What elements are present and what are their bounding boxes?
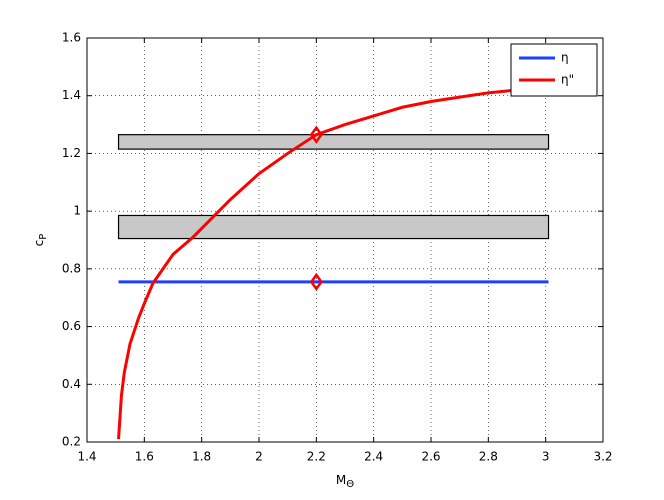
x-tick-label: 2.4 bbox=[364, 450, 383, 464]
y-tick-label: 1.2 bbox=[62, 146, 81, 160]
y-tick-label: 0.8 bbox=[62, 261, 81, 275]
x-axis-label-sub: Θ bbox=[346, 479, 354, 490]
x-tick-label: 2.8 bbox=[479, 450, 498, 464]
y-tick-label: 0.4 bbox=[62, 377, 81, 391]
x-tick-label: 1.8 bbox=[192, 450, 211, 464]
marker bbox=[309, 272, 323, 291]
band bbox=[117, 214, 550, 240]
marker bbox=[309, 125, 323, 144]
x-tick-label: 1.4 bbox=[77, 450, 96, 464]
y-tick-label: 1.4 bbox=[62, 88, 81, 102]
x-tick-label: 2.2 bbox=[307, 450, 326, 464]
x-axis-label: MΘ bbox=[336, 473, 354, 491]
x-tick-label: 3 bbox=[542, 450, 550, 464]
y-axis-label: cP bbox=[32, 234, 50, 247]
series-line bbox=[117, 85, 546, 440]
x-tick-label: 2 bbox=[255, 450, 263, 464]
y-axis-label-sub: P bbox=[38, 234, 49, 240]
y-tick-label: 0.2 bbox=[62, 435, 81, 449]
x-tick-label: 2.6 bbox=[421, 450, 440, 464]
legend-label: η bbox=[561, 51, 569, 65]
legend-label: η" bbox=[561, 73, 574, 87]
band bbox=[117, 134, 550, 150]
y-axis-label-main: c bbox=[32, 240, 46, 247]
x-tick-label: 3.2 bbox=[593, 450, 612, 464]
plot-area bbox=[87, 38, 603, 442]
x-axis-label-main: M bbox=[336, 473, 346, 487]
axes-frame bbox=[86, 37, 604, 443]
y-tick-label: 1.6 bbox=[62, 31, 81, 45]
y-tick-label: 0.6 bbox=[62, 319, 81, 333]
y-tick-label: 1 bbox=[73, 204, 81, 218]
x-tick-label: 1.6 bbox=[135, 450, 154, 464]
legend-box bbox=[510, 43, 598, 97]
